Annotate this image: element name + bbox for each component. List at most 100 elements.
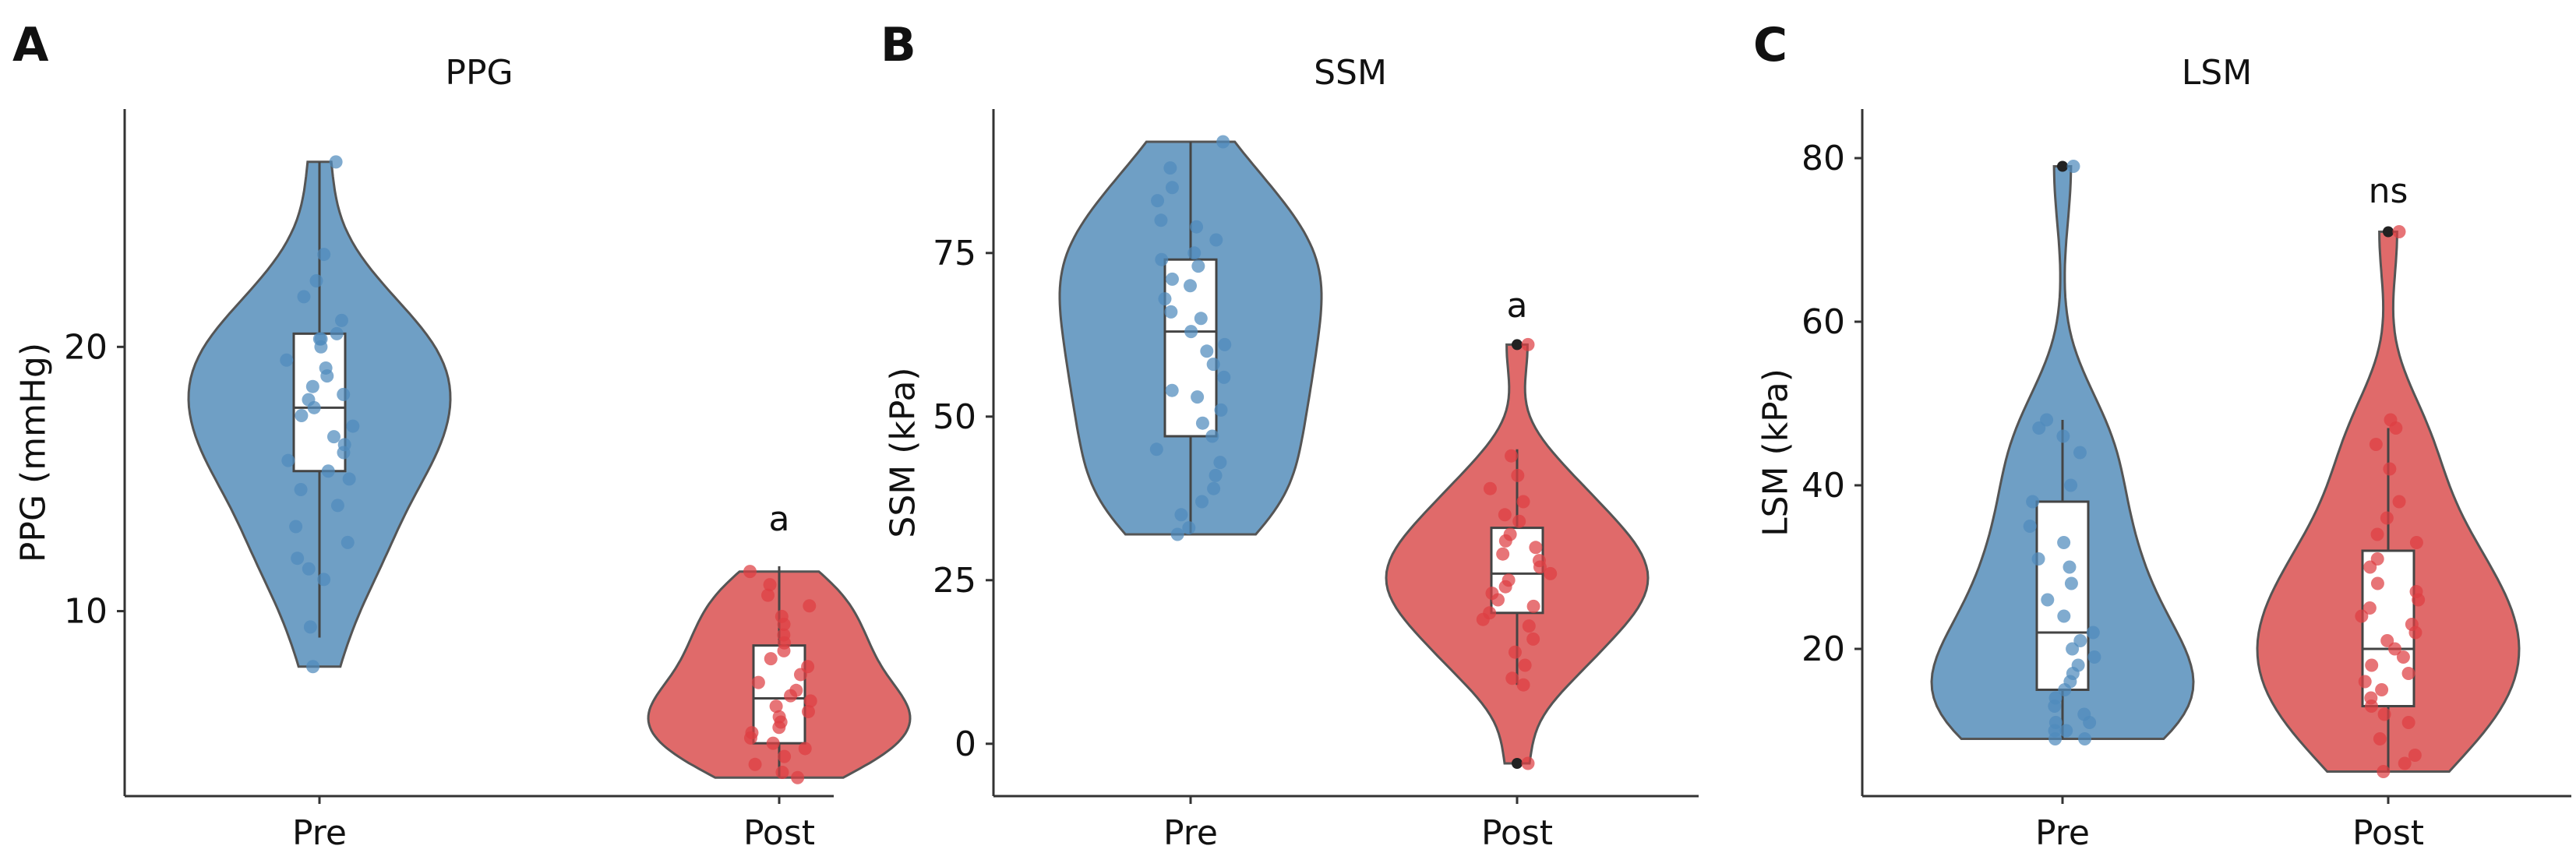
data-point [1508, 645, 1522, 659]
data-point [1498, 508, 1512, 522]
data-point [763, 578, 777, 592]
data-point [1521, 756, 1535, 770]
data-point [1184, 325, 1198, 339]
data-point [1521, 337, 1535, 351]
data-point [1529, 541, 1543, 555]
data-point [764, 652, 778, 666]
outlier-marker [1512, 758, 1523, 769]
data-point [2355, 609, 2369, 623]
data-point [1216, 135, 1230, 149]
data-point [1214, 403, 1228, 417]
data-point [1516, 678, 1530, 692]
data-point [1165, 272, 1179, 286]
data-point [302, 562, 316, 576]
data-point [314, 340, 328, 354]
data-point [2057, 609, 2071, 623]
data-point [760, 588, 775, 602]
data-point [1533, 560, 1547, 574]
data-point [1505, 449, 1519, 463]
data-point [1191, 259, 1205, 273]
data-point [1518, 658, 1532, 672]
x-tick-label: Post [2352, 813, 2424, 853]
data-point [326, 430, 341, 444]
data-point [775, 765, 789, 779]
data-point [2032, 421, 2046, 435]
data-point [778, 749, 792, 763]
data-point [766, 736, 780, 750]
data-point [1195, 416, 1209, 430]
data-point [2026, 495, 2040, 509]
data-point [1213, 456, 1227, 470]
data-point [2388, 642, 2402, 656]
data-point [1498, 580, 1512, 594]
x-tick-label: Pre [1163, 813, 1218, 853]
data-point [294, 482, 308, 496]
data-point [772, 721, 786, 735]
data-point [2063, 560, 2077, 574]
data-point [2059, 724, 2073, 738]
y-tick-label: 50 [933, 397, 976, 437]
data-point [1158, 292, 1172, 306]
data-point [280, 353, 294, 367]
data-point [1155, 252, 1169, 266]
data-point [1512, 514, 1526, 528]
data-point [1149, 442, 1163, 456]
panel-c: C LSM 20 40 60 80 LSM (kPa) Pre Post ns [1753, 18, 2571, 853]
panel-letter: A [12, 18, 49, 72]
data-point [1151, 194, 1165, 208]
data-point [317, 248, 331, 262]
data-point [1218, 337, 1232, 351]
data-point [330, 326, 344, 340]
data-point [2363, 601, 2377, 615]
y-tick-label: 25 [933, 561, 976, 601]
data-point [2048, 700, 2062, 713]
data-point [1491, 593, 1505, 607]
data-point [2396, 650, 2410, 664]
data-point [743, 565, 757, 579]
data-point [2048, 732, 2063, 745]
y-axis-title: LSM (kPa) [1756, 368, 1795, 537]
y-tick-label: 80 [1801, 139, 1845, 178]
significance-label: a [1507, 286, 1528, 326]
y-tick-label: 20 [64, 327, 108, 367]
data-point [2392, 225, 2406, 238]
data-point [803, 694, 817, 708]
data-point [1187, 246, 1202, 260]
outlier-marker [2057, 160, 2068, 172]
data-point [2375, 683, 2389, 696]
data-point [317, 573, 331, 587]
data-point [1174, 508, 1188, 522]
data-point [2041, 593, 2055, 607]
data-point [769, 700, 783, 714]
data-point [1182, 521, 1196, 535]
data-point [1526, 632, 1540, 646]
y-tick-label: 0 [955, 724, 976, 764]
data-point [307, 400, 321, 414]
significance-label: a [769, 499, 790, 539]
data-point [1200, 344, 1214, 358]
data-point [2031, 552, 2045, 566]
data-point [320, 369, 334, 383]
data-point [2083, 716, 2097, 729]
data-point [1217, 370, 1231, 384]
data-point [309, 274, 323, 287]
data-point [342, 472, 356, 486]
data-point [2023, 520, 2037, 533]
data-point [2057, 536, 2071, 549]
x-tick-label: Post [743, 813, 815, 853]
data-point [1190, 220, 1204, 234]
data-point [1191, 390, 1205, 404]
data-point [2087, 650, 2101, 664]
data-point [2086, 626, 2100, 640]
data-point [2364, 700, 2378, 713]
data-point [2370, 576, 2384, 590]
data-point [330, 499, 344, 513]
data-point [2409, 536, 2423, 549]
y-tick-label: 20 [1801, 629, 1845, 669]
data-point [2073, 634, 2087, 647]
data-point [1476, 612, 1490, 626]
data-point [2064, 478, 2078, 492]
data-point [2377, 765, 2391, 778]
data-point [329, 155, 343, 169]
panel-title: PPG [445, 53, 513, 93]
